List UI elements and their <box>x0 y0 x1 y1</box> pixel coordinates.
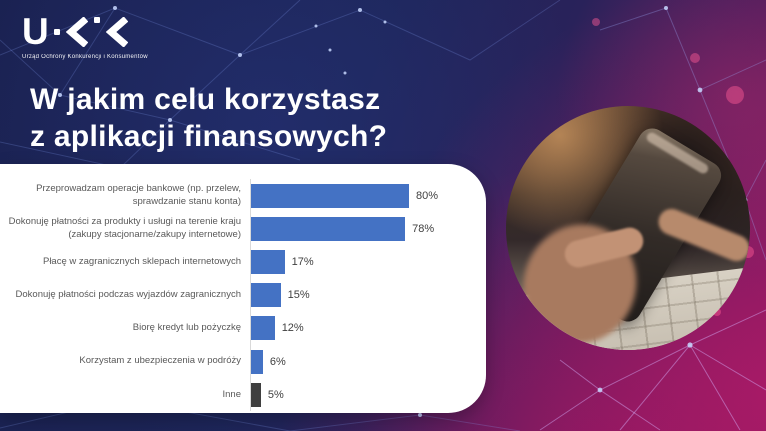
bar-row: Dokonuję płatności podczas wyjazdów zagr… <box>0 278 486 312</box>
bar-row: Przeprowadzam operacje bankowe (np. prze… <box>0 179 486 213</box>
bar-value-label: 15% <box>287 289 310 302</box>
bar-row: Korzystam z ubezpieczenia w podróży 6% <box>0 344 486 379</box>
bar-axis-zone <box>250 344 263 379</box>
bar-category-label: Płacę w zagranicznych sklepach interneto… <box>42 255 241 267</box>
page-title: W jakim celu korzystasz z aplikacji fina… <box>30 82 387 156</box>
bar-value-label: 17% <box>291 255 314 268</box>
bar-axis-zone <box>250 212 406 246</box>
bar-row: Płacę w zagranicznych sklepach interneto… <box>0 245 486 279</box>
bar-axis-zone <box>250 179 409 213</box>
bar-category-label: Korzystam z ubezpieczenia w podróży <box>79 355 241 367</box>
bar-category-label: Biorę kredyt lub pożyczkę <box>132 322 241 334</box>
bar-axis-zone <box>250 311 275 345</box>
bar <box>251 183 409 208</box>
smartphone-glare <box>644 130 711 176</box>
bar-chart: Przeprowadzam operacje bankowe (np. prze… <box>0 179 486 412</box>
uokik-logo-marks: U <box>22 11 148 52</box>
bar-value-label: 80% <box>416 189 439 202</box>
bar <box>251 316 275 341</box>
uokik-logo: U Urząd Ochrony Konkurencji i Konsumentó… <box>22 11 148 60</box>
bar-value-label: 12% <box>281 322 304 335</box>
bar <box>251 216 406 241</box>
chart-card: Przeprowadzam operacje bankowe (np. prze… <box>0 164 486 413</box>
logo-dot-icon <box>53 29 60 35</box>
logo-chevron-icon <box>105 17 128 47</box>
bar-row: Biorę kredyt lub pożyczkę 12% <box>0 311 486 345</box>
logo-org-name: Urząd Ochrony Konkurencji i Konsumentów <box>22 54 148 60</box>
bar-category-label: Inne <box>222 388 242 400</box>
bar-category-label: Dokonuję płatności podczas wyjazdów zagr… <box>15 288 241 300</box>
smartphone-hands-photo <box>506 106 750 350</box>
bar <box>251 349 263 374</box>
logo-dot-icon <box>93 17 100 23</box>
bar-value-label: 78% <box>412 222 435 235</box>
bar <box>251 382 261 407</box>
page-title-line2: z aplikacji finansowych? <box>30 119 388 153</box>
bar-axis-zone <box>250 378 261 412</box>
page-title-line1: W jakim celu korzystasz <box>30 83 381 116</box>
bar-row: Dokonuję płatności za produkty i usługi … <box>0 212 486 246</box>
bar-axis-zone <box>250 245 285 279</box>
bar-value-label: 6% <box>269 355 286 368</box>
bar-axis-zone <box>250 278 281 312</box>
bar-value-label: 5% <box>267 388 284 401</box>
logo-chevron-icon <box>65 17 88 47</box>
bar-category-label: Dokonuję płatności za produkty i usługi … <box>8 216 241 240</box>
bar-row: Inne 5% <box>0 378 486 412</box>
bar <box>251 249 285 274</box>
bar-category-label: Przeprowadzam operacje bankowe (np. prze… <box>36 183 241 207</box>
logo-letter-u: U <box>22 11 49 52</box>
bar <box>251 283 281 308</box>
